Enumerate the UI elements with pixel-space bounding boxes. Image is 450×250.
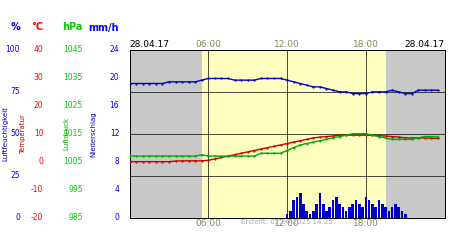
Text: 12:00: 12:00 — [274, 40, 300, 49]
Text: 1045: 1045 — [63, 46, 83, 54]
Bar — [371, 204, 374, 218]
Bar — [299, 193, 302, 218]
Text: 75: 75 — [10, 88, 20, 96]
Text: 0: 0 — [15, 213, 20, 222]
Bar — [312, 210, 315, 218]
Text: 20: 20 — [110, 74, 119, 82]
Text: 1005: 1005 — [63, 157, 83, 166]
Text: 50: 50 — [10, 129, 20, 138]
Bar — [381, 204, 383, 218]
Bar — [368, 200, 370, 218]
Bar — [400, 210, 403, 218]
Text: 20: 20 — [34, 101, 43, 110]
Bar — [404, 214, 406, 218]
Bar — [296, 196, 298, 218]
Bar — [309, 214, 311, 218]
Text: 12: 12 — [110, 129, 119, 138]
Bar — [345, 210, 347, 218]
Bar — [306, 210, 308, 218]
Bar — [355, 200, 357, 218]
Text: 1035: 1035 — [63, 74, 83, 82]
Text: 10: 10 — [34, 129, 43, 138]
Text: 28.04.17: 28.04.17 — [405, 40, 445, 49]
Text: °C: °C — [32, 22, 43, 32]
Bar — [302, 204, 305, 218]
Text: %: % — [10, 22, 20, 32]
Text: hPa: hPa — [63, 22, 83, 32]
Text: 40: 40 — [34, 46, 43, 54]
Text: 100: 100 — [5, 46, 20, 54]
Text: Niederschlag: Niederschlag — [90, 111, 97, 156]
Bar — [378, 200, 380, 218]
Text: 06:00: 06:00 — [195, 40, 221, 49]
Bar — [348, 207, 351, 218]
Bar — [397, 207, 400, 218]
Text: 1015: 1015 — [64, 129, 83, 138]
Text: 24: 24 — [110, 46, 119, 54]
Bar — [387, 210, 390, 218]
Bar — [391, 207, 393, 218]
Text: 985: 985 — [68, 213, 83, 222]
Bar — [315, 204, 318, 218]
Bar — [364, 196, 367, 218]
Text: -20: -20 — [31, 213, 43, 222]
Text: 8: 8 — [114, 157, 119, 166]
Bar — [322, 204, 324, 218]
Bar — [292, 200, 295, 218]
Bar — [328, 207, 331, 218]
Bar — [130, 50, 202, 217]
Text: 1025: 1025 — [64, 101, 83, 110]
Bar — [394, 204, 397, 218]
Text: mm/h: mm/h — [89, 22, 119, 32]
Bar — [358, 204, 360, 218]
Text: Temperatur: Temperatur — [20, 114, 27, 154]
Bar — [289, 210, 292, 218]
Bar — [325, 210, 328, 218]
Bar — [361, 207, 364, 218]
Text: 25: 25 — [10, 171, 20, 180]
Text: Luftdruck: Luftdruck — [63, 117, 70, 150]
Text: 30: 30 — [34, 74, 43, 82]
Text: 0: 0 — [114, 213, 119, 222]
Bar — [332, 200, 334, 218]
Bar — [335, 196, 338, 218]
Text: 28.04.17: 28.04.17 — [130, 40, 170, 49]
Bar — [319, 193, 321, 218]
Text: 16: 16 — [110, 101, 119, 110]
Text: Luftfeuchtigkeit: Luftfeuchtigkeit — [2, 106, 9, 161]
Bar — [386, 50, 445, 217]
Bar — [384, 207, 387, 218]
Text: -10: -10 — [31, 185, 43, 194]
Text: Erstellt: 02.06.2025 14:25: Erstellt: 02.06.2025 14:25 — [241, 219, 333, 225]
Bar — [342, 207, 344, 218]
Bar — [351, 204, 354, 218]
Bar — [286, 214, 288, 218]
Text: 18:00: 18:00 — [353, 40, 379, 49]
Bar — [202, 50, 386, 217]
Text: 0: 0 — [39, 157, 43, 166]
Text: 4: 4 — [114, 185, 119, 194]
Bar — [338, 204, 341, 218]
Bar — [374, 207, 377, 218]
Text: 995: 995 — [68, 185, 83, 194]
